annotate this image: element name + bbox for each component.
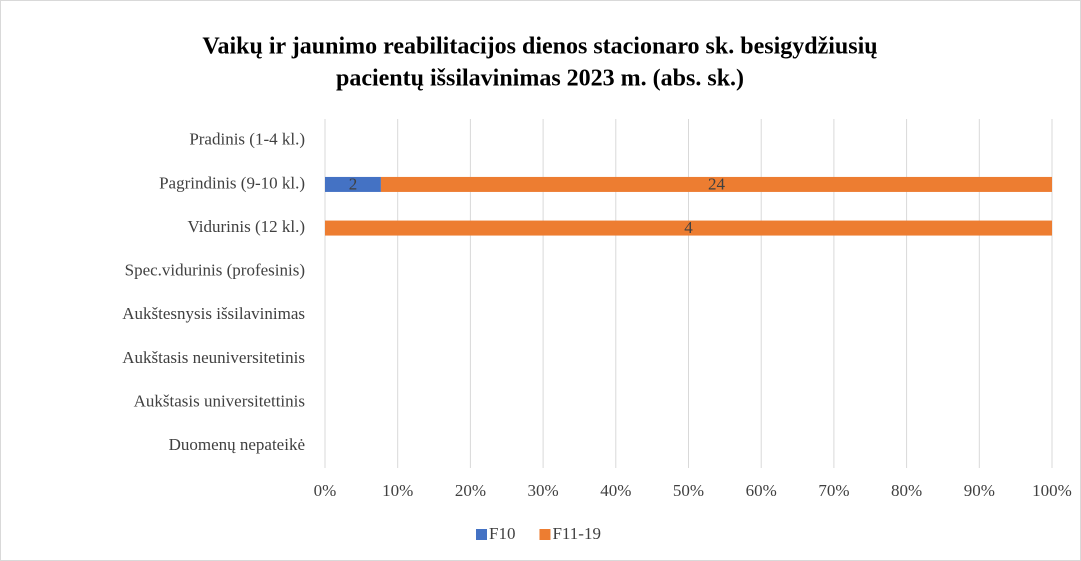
data-label: 24 [708,174,726,193]
y-tick-label: Pradinis (1-4 kl.) [189,130,305,149]
y-tick-label: Duomenų nepateikė [169,435,305,454]
y-tick-label: Aukštasis neuniversitetinis [122,348,305,367]
y-tick-label: Aukštasis universitettinis [134,391,305,410]
x-tick-label: 80% [891,481,922,500]
x-tick-label: 100% [1032,481,1072,500]
legend-label: F11-19 [552,524,601,543]
y-tick-label: Aukštesnysis išsilavinimas [122,304,305,323]
x-tick-label: 30% [528,481,559,500]
x-tick-label: 60% [746,481,777,500]
chart-title: Vaikų ir jaunimo reabilitacijos dienos s… [202,34,877,60]
x-tick-label: 10% [382,481,413,500]
chart-title: pacientų išsilavinimas 2023 m. (abs. sk.… [336,66,744,92]
y-tick-label: Spec.vidurinis (profesinis) [125,261,305,280]
bar [380,176,1052,192]
y-tick-label: Vidurinis (12 kl.) [188,217,306,236]
bar [325,176,381,192]
x-tick-label: 20% [455,481,486,500]
legend-swatch [476,529,487,540]
data-label: 4 [684,218,693,237]
x-tick-label: 90% [964,481,995,500]
x-tick-label: 40% [600,481,631,500]
y-tick-label: Pagrindinis (9-10 kl.) [159,173,305,192]
data-label: 2 [349,174,358,193]
bar [325,220,1052,236]
x-tick-label: 0% [314,481,337,500]
x-tick-label: 70% [818,481,849,500]
legend-label: F10 [489,524,515,543]
x-tick-label: 50% [673,481,704,500]
legend-swatch [539,529,551,540]
